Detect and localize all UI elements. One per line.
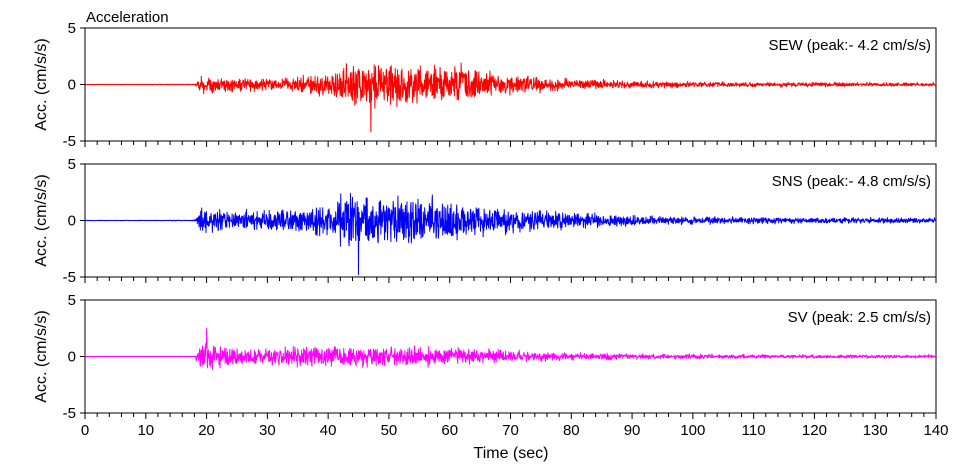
x-tick-label: 110 [742, 422, 766, 439]
x-tick-label: 40 [320, 422, 337, 439]
x-tick-label: 140 [923, 422, 948, 439]
panel-2-waveform [84, 192, 937, 276]
y-tick-label: -5 [63, 133, 76, 150]
panel-1-y-axis-label: Acc. (cm/s/s) [33, 38, 50, 130]
x-tick-label: 20 [198, 422, 215, 439]
panel-1-peak-annotation: SEW (peak:- 4.2 cm/s/s) [768, 37, 931, 54]
chart-title: Acceleration [86, 9, 169, 26]
x-tick-label: 50 [381, 422, 398, 439]
y-tick-label: -5 [63, 269, 76, 286]
x-tick-label: 80 [563, 422, 580, 439]
x-tick-label: 130 [863, 422, 888, 439]
y-tick-label: -5 [63, 405, 76, 422]
x-tick-label: 10 [137, 422, 154, 439]
panel-3-y-axis-label: Acc. (cm/s/s) [33, 310, 50, 402]
y-tick-label: 0 [68, 213, 76, 230]
y-tick-label: 0 [68, 349, 76, 366]
x-tick-label: 0 [81, 422, 89, 439]
x-axis-label: Time (sec) [474, 445, 549, 462]
x-tick-label: 70 [502, 422, 519, 439]
y-tick-label: 5 [68, 20, 76, 37]
x-tick-label: 120 [802, 422, 827, 439]
x-tick-label: 30 [259, 422, 276, 439]
y-tick-label: 5 [68, 292, 76, 309]
y-tick-label: 5 [68, 156, 76, 173]
x-tick-label: 60 [441, 422, 458, 439]
panel-1-waveform [84, 62, 937, 133]
x-tick-label: 100 [680, 422, 705, 439]
y-tick-label: 0 [68, 77, 76, 94]
panel-2-y-axis-label: Acc. (cm/s/s) [33, 174, 50, 266]
panel-2-peak-annotation: SNS (peak:- 4.8 cm/s/s) [772, 173, 931, 190]
x-tick-label: 90 [624, 422, 641, 439]
panel-3-waveform [84, 327, 937, 371]
panel-3-peak-annotation: SV (peak: 2.5 cm/s/s) [788, 309, 931, 326]
